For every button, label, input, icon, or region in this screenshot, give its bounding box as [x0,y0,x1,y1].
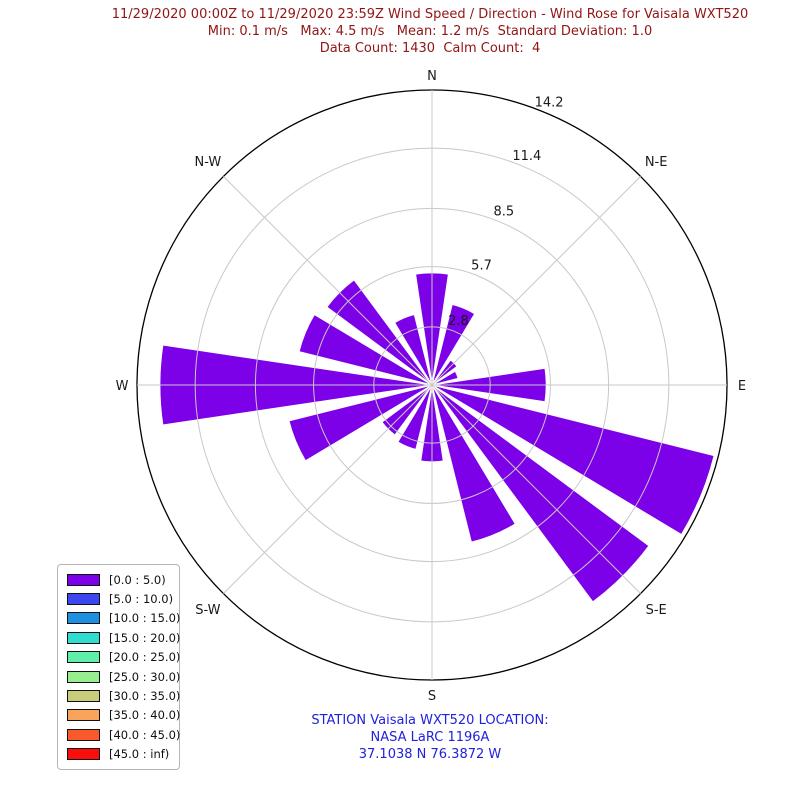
legend-swatch [67,709,100,722]
legend-label: [25.0 : 30.0) [109,669,181,684]
grid-spoke [223,384,433,594]
compass-label-S: S [428,689,436,704]
legend-items: [0.0 : 5.0) [5.0 : 10.0) [10.0 : 15.0) [15.… [67,570,181,764]
radial-tick-label: 14.2 [535,95,564,110]
legend-swatch [67,612,100,625]
station-caption-line3: 37.1038 N 76.3872 W [358,747,502,762]
legend-label: [20.0 : 25.0) [109,650,181,665]
legend-swatch [67,651,100,664]
radial-tick-label: 8.5 [493,205,514,220]
station-caption-line1: STATION Vaisala WXT520 LOCATION: [311,713,549,728]
grid-spoke [431,384,641,594]
wind-rose-petal-WNW [298,313,433,386]
station-caption-block: STATION Vaisala WXT520 LOCATION: NASA La… [30,712,800,763]
legend-row: [40.0 : 45.0) [67,725,181,744]
legend-row: [20.0 : 25.0) [67,648,181,667]
chart-title: 11/29/2020 00:00Z to 11/29/2020 23:59Z W… [111,7,749,22]
grid-spoke [223,176,433,386]
radial-tick-label: 2.8 [448,314,469,329]
legend-swatch [67,690,100,703]
wind-rose-petal-WSW [288,384,433,462]
polar-grid [136,89,728,681]
legend-label: [45.0 : inf) [109,747,170,762]
legend-swatch [67,573,100,586]
wind-rose-petal-NNE [431,303,476,386]
legend-row: [30.0 : 35.0) [67,686,181,705]
wind-rose-petal-SSW [397,384,433,451]
legend-row: [0.0 : 5.0) [67,570,179,589]
legend-row: [35.0 : 40.0) [67,706,181,725]
legend-swatch [67,670,100,683]
legend: [0.0 : 5.0) [5.0 : 10.0) [10.0 : 15.0) [15.… [57,564,180,770]
wind-rose-petal-ENE [431,370,459,386]
legend-label: [10.0 : 15.0) [109,611,181,626]
legend-label: [35.0 : 40.0) [109,708,181,723]
compass-label-S-W: S-W [195,603,220,618]
compass-label-E: E [738,379,746,394]
wind-rose-petal-NNW [393,313,433,386]
legend-row: [25.0 : 30.0) [67,667,181,686]
legend-label: [30.0 : 35.0) [109,689,181,704]
polar-axis-labels: 2.8 5.7 8.5 11.4 14.2 N N-E E S-E S S-W W N-W [116,69,747,704]
legend-swatch [67,748,100,761]
legend-swatch [67,631,100,644]
compass-label-N-E: N-E [645,155,668,170]
legend-row: [15.0 : 20.0) [67,628,181,647]
wind-rose-petal-SSE [431,384,517,543]
legend-label: [5.0 : 10.0) [109,592,174,607]
grid-spoke [431,176,641,386]
radial-tick-label: 5.7 [471,258,492,273]
radial-tick-label: 11.4 [512,149,541,164]
chart-subtitle-stats: Min: 0.1 m/s Max: 4.5 m/s Mean: 1.2 m/s … [207,24,653,39]
legend-row: [10.0 : 15.0) [67,609,181,628]
legend-swatch [67,728,100,741]
compass-label-N: N [427,69,437,84]
legend-label: [15.0 : 20.0) [109,630,181,645]
chart-subtitle-counts: Data Count: 1430 Calm Count: 4 [319,41,541,56]
compass-label-W: W [116,379,129,394]
compass-label-N-W: N-W [194,155,221,170]
legend-row: [45.0 : inf) [67,745,179,764]
legend-label: [0.0 : 5.0) [109,572,166,587]
station-caption-line2: NASA LaRC 1196A [370,730,490,745]
legend-swatch [67,593,100,606]
chart-title-block: 11/29/2020 00:00Z to 11/29/2020 23:59Z W… [30,6,800,57]
legend-row: [5.0 : 10.0) [67,589,179,608]
compass-label-S-E: S-E [646,603,667,618]
legend-label: [40.0 : 45.0) [109,727,181,742]
wind-rose-petal-ESE [431,384,715,536]
wind-rose-petals [159,272,715,603]
